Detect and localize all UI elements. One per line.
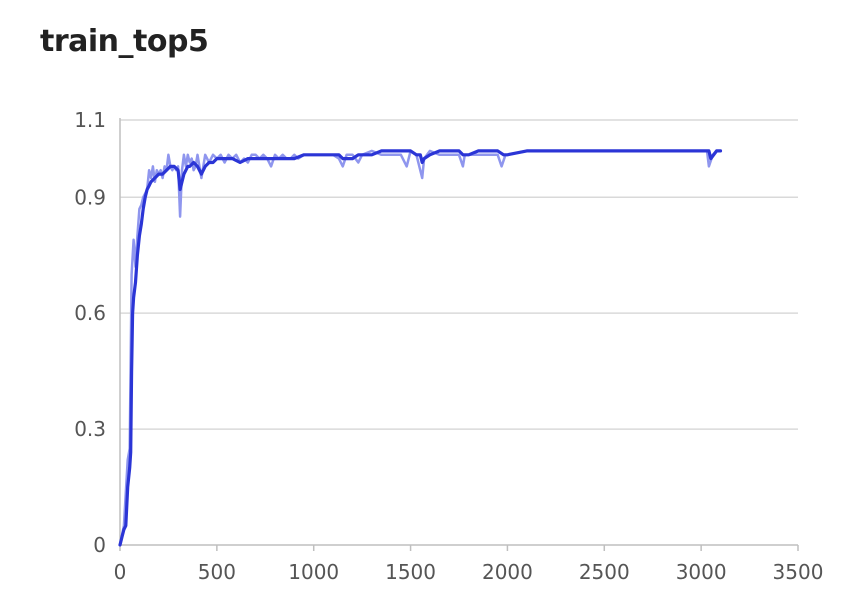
series-line-smoothed [118, 149, 723, 547]
x-tick-label: 3500 [773, 560, 824, 584]
x-tick-label: 0 [114, 560, 127, 584]
grid-lines [120, 119, 798, 430]
chart-title: train_top5 [40, 24, 209, 59]
y-tick-label: 0.9 [74, 185, 106, 209]
x-tick-label: 3000 [676, 560, 727, 584]
y-tick-label: 0 [93, 533, 106, 557]
series-lines [118, 149, 723, 547]
x-tick-label: 2000 [482, 560, 533, 584]
x-tick-label: 1500 [385, 560, 436, 584]
x-tick-label: 500 [198, 560, 236, 584]
tick-labels: 0 0.3 0.6 0.9 1.1 0 500 1000 1500 2000 2500 3000 350… [74, 108, 823, 584]
y-tick-label: 0.6 [74, 301, 106, 325]
y-tick-label: 1.1 [74, 108, 106, 132]
axes [119, 118, 799, 551]
x-tick-label: 1000 [288, 560, 339, 584]
x-tick-label: 2500 [579, 560, 630, 584]
series-line-raw [118, 149, 722, 547]
y-tick-label: 0.3 [74, 417, 106, 441]
